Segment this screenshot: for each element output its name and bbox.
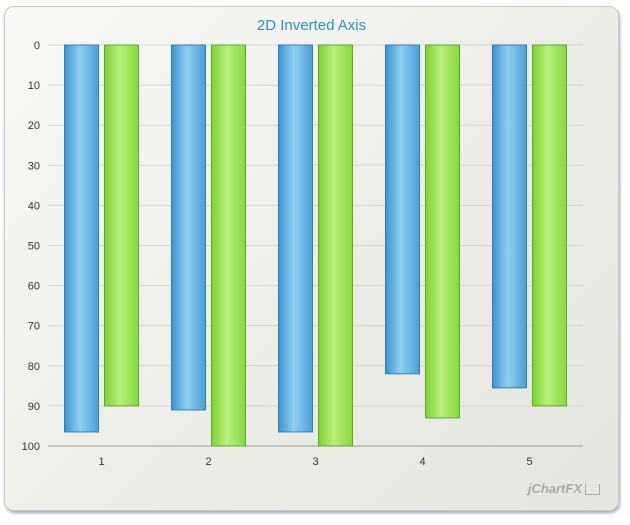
bar-series1-cat3	[278, 44, 313, 433]
bar-series1-cat1	[64, 44, 99, 433]
brand-logo: jChartFX	[528, 481, 600, 496]
y-tick-label: 70	[28, 321, 40, 333]
bar-series1-cat4	[385, 44, 420, 375]
brand-text: jChartFX	[527, 481, 582, 496]
y-tick-label: 80	[28, 361, 40, 373]
bar-series1-cat2	[171, 44, 206, 411]
bar-series2-cat1	[104, 44, 139, 407]
y-tick-label: 100	[22, 441, 40, 453]
chart-title: 2D Inverted Axis	[256, 17, 367, 34]
x-tick-label: 5	[526, 456, 532, 468]
y-tick-label: 30	[28, 160, 40, 172]
y-tick-label: 0	[34, 40, 40, 52]
y-tick-label: 20	[28, 120, 40, 132]
bar-series1-cat5	[492, 44, 527, 389]
bar-series2-cat3	[318, 44, 353, 447]
y-tick-label: 40	[28, 200, 40, 212]
bar-series2-cat2	[211, 44, 246, 447]
bar-series2-cat4	[425, 44, 460, 419]
x-tick-label: 3	[312, 456, 318, 468]
x-tick-label: 4	[419, 456, 425, 468]
x-tick-label: 2	[205, 456, 211, 468]
y-tick-label: 90	[28, 401, 40, 413]
bar-series2-cat5	[532, 44, 567, 407]
y-tick-label: 50	[28, 241, 40, 253]
chart-logo-icon	[585, 484, 600, 495]
y-tick-label: 60	[28, 281, 40, 293]
x-tick-label: 1	[98, 456, 104, 468]
y-tick-label: 10	[28, 80, 40, 92]
